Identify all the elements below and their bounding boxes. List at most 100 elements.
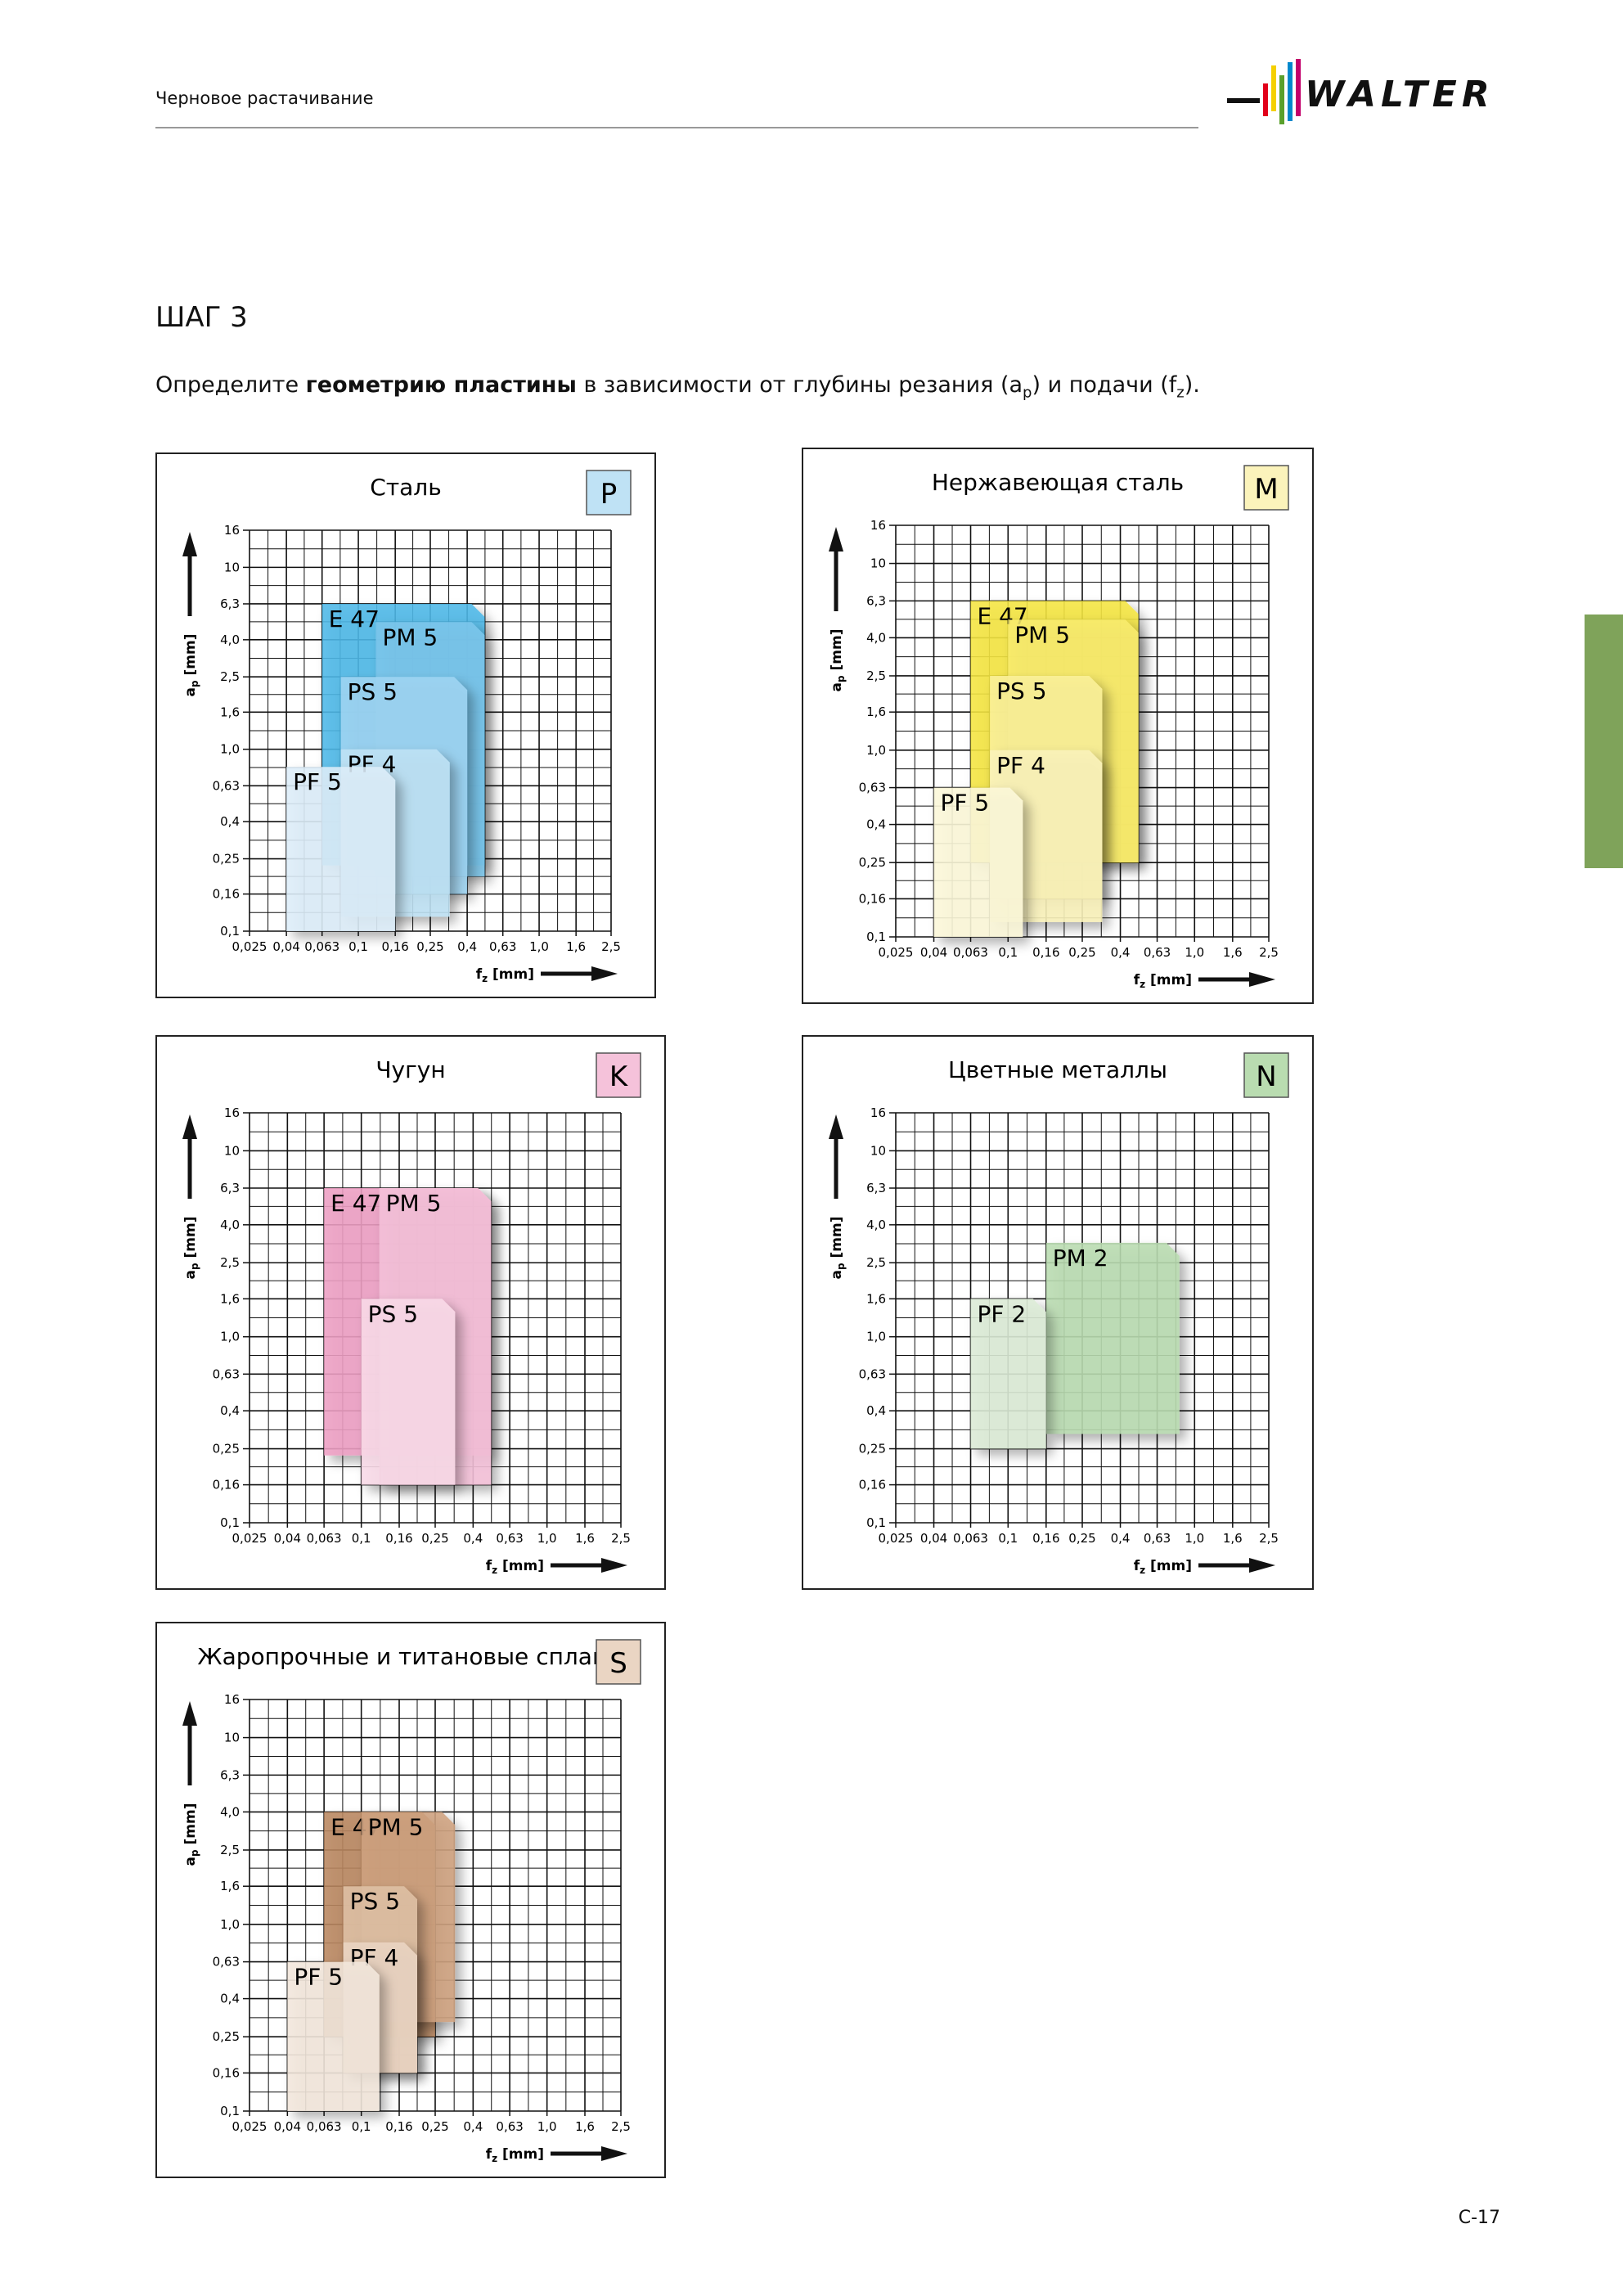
y-tick-label: 2,5 [220, 1843, 240, 1857]
y-axis-label: ap [mm] [829, 1217, 847, 1280]
region-label: PF 5 [941, 790, 990, 817]
y-tick-label: 1,6 [220, 1879, 240, 1893]
description: Определите геометрию пластины в зависимо… [155, 372, 1200, 401]
y-tick-label: 1,0 [220, 742, 240, 757]
badge-letter: N [1256, 1060, 1276, 1093]
x-axis-label: fz [mm] [1134, 972, 1192, 990]
y-tick-label: 0,1 [866, 1515, 886, 1530]
y-axis-label: ap [mm] [182, 634, 200, 697]
y-tick-label: 4,0 [866, 1218, 886, 1232]
badge-letter: S [609, 1647, 627, 1680]
y-tick-label: 6,3 [220, 1181, 240, 1195]
label-unit: [mm] [182, 1217, 199, 1263]
chart-title: Чугун [375, 1056, 445, 1083]
y-tick-label: 2,5 [866, 669, 886, 683]
x-tick-label: 0,4 [1111, 945, 1131, 960]
x-tick-label: 0,025 [879, 945, 914, 960]
step-title: ШАГ 3 [155, 301, 248, 334]
y-axis-label: ap [mm] [182, 1217, 200, 1280]
region-label: PM 5 [368, 1813, 424, 1840]
x-tick-label: 0,25 [421, 1531, 448, 1546]
label-unit: [mm] [497, 1558, 544, 1574]
y-arrow-head [182, 1114, 197, 1139]
label-main: a [829, 682, 845, 691]
x-tick-label: 1,6 [1223, 945, 1243, 960]
y-tick-label: 10 [224, 1143, 240, 1158]
y-tick-label: 0,4 [866, 817, 886, 832]
label-main: a [182, 1857, 199, 1866]
y-tick-label: 1,6 [866, 705, 886, 719]
y-tick-label: 0,4 [220, 814, 240, 829]
x-tick-label: 1,6 [575, 1531, 595, 1546]
y-arrow-head [182, 532, 197, 556]
region-label: PM 5 [1014, 621, 1070, 648]
description-part: в зависимости от глубины резания (a [576, 372, 1023, 398]
label-sub: z [492, 2153, 497, 2164]
chart: Чугун K 0,025 0,04 0,063 0,1 0,16 0,25 0,4 0,63 1,… [155, 1035, 666, 1590]
region [287, 1961, 380, 2111]
x-tick-label: 0,16 [1032, 1531, 1059, 1546]
chart: Сталь P 0,025 0,04 0,063 0,1 0,16 0,25 0,4 0,63 1,… [155, 452, 656, 998]
y-axis-label: ap [mm] [829, 629, 847, 692]
y-arrow-head [182, 1701, 197, 1726]
label-main: f [1134, 1558, 1140, 1574]
x-tick-label: 0,16 [381, 939, 408, 954]
x-tick-label: 0,4 [463, 2119, 483, 2134]
x-tick-label: 1,0 [1185, 1531, 1204, 1546]
y-tick-label: 0,4 [866, 1403, 886, 1418]
page-number: C-17 [1458, 2208, 1500, 2228]
label-sub: p [835, 675, 847, 682]
chart-title: Сталь [370, 474, 441, 501]
label-sub: p [189, 1263, 200, 1270]
label-unit: [mm] [182, 1803, 199, 1850]
label-unit: [mm] [829, 629, 845, 676]
x-tick-label: 0,04 [272, 939, 299, 954]
y-tick-label: 16 [224, 1105, 240, 1120]
region-label: PM 5 [382, 624, 438, 651]
badge [596, 1639, 641, 1685]
description-part: геометрию пластины [305, 372, 577, 398]
x-tick-label: 0,04 [274, 2119, 301, 2134]
y-tick-label: 0,16 [213, 2065, 240, 2080]
badge-letter: K [609, 1060, 629, 1093]
y-tick-label: 10 [224, 560, 240, 574]
y-tick-label: 1,0 [220, 1917, 240, 1932]
x-tick-label: 1,6 [1223, 1531, 1243, 1546]
y-tick-label: 2,5 [220, 669, 240, 684]
y-tick-label: 4,0 [866, 630, 886, 645]
y-tick-label: 10 [870, 556, 886, 571]
badge [1243, 1052, 1289, 1098]
x-tick-label: 0,63 [496, 2119, 523, 2134]
y-axis-label: ap [mm] [182, 1803, 200, 1866]
section-title: Черновое растачивание [155, 88, 374, 108]
badge [596, 1052, 641, 1098]
x-axis-label: fz [mm] [486, 2146, 544, 2164]
label-main: a [829, 1270, 845, 1279]
y-tick-label: 2,5 [866, 1255, 886, 1270]
chart-title: Нержавеющая сталь [932, 469, 1184, 496]
region-label: PF 4 [996, 752, 1045, 779]
x-tick-label: 0,025 [232, 939, 268, 954]
x-tick-label: 0,63 [1144, 1531, 1171, 1546]
x-tick-label: 1,6 [575, 2119, 595, 2134]
x-tick-label: 0,1 [348, 939, 368, 954]
label-sub: p [189, 680, 200, 687]
y-tick-label: 0,4 [220, 1403, 240, 1418]
y-tick-label: 10 [870, 1143, 886, 1158]
x-tick-label: 2,5 [1259, 1531, 1279, 1546]
x-tick-label: 0,025 [232, 2119, 268, 2134]
y-tick-label: 6,3 [866, 1181, 886, 1195]
y-arrow-head [829, 527, 843, 551]
y-tick-label: 0,16 [859, 891, 886, 906]
x-tick-label: 0,16 [385, 1531, 412, 1546]
region-label: E 47 [329, 606, 380, 633]
y-tick-label: 16 [870, 518, 886, 533]
header-rule [155, 127, 1198, 128]
x-tick-label: 0,063 [953, 945, 988, 960]
y-tick-label: 10 [224, 1731, 240, 1745]
x-tick-label: 0,25 [1068, 1531, 1095, 1546]
region [1045, 1242, 1180, 1434]
x-tick-label: 0,63 [489, 939, 516, 954]
